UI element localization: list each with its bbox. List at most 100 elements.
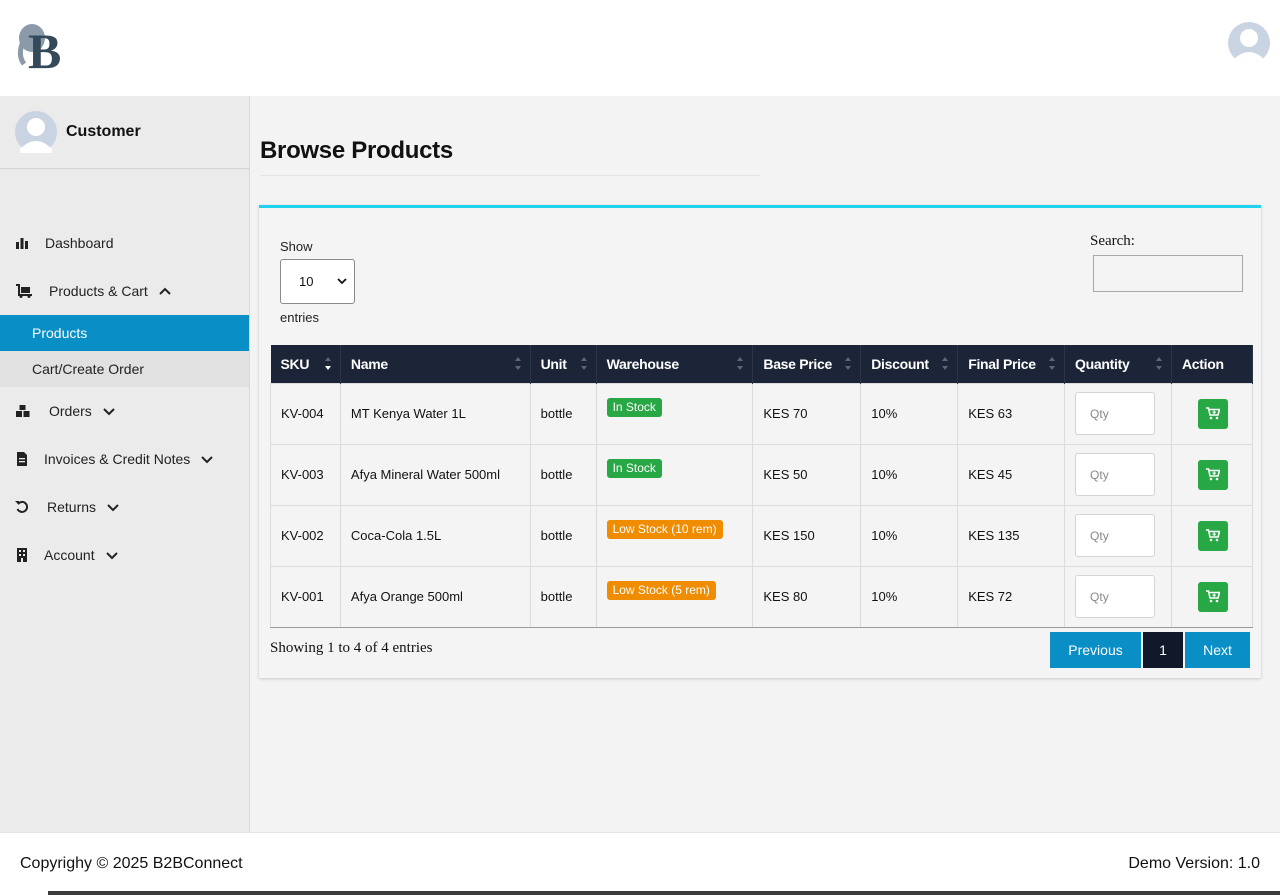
quantity-input[interactable]: Qty [1075, 575, 1156, 618]
cell-name: Afya Orange 500ml [339, 565, 531, 628]
sidebar-item-label: Dashboard [45, 235, 114, 251]
quantity-input[interactable]: Qty [1075, 453, 1156, 496]
title-divider [260, 175, 760, 176]
table-row: KV-002 Coca-Cola 1.5L bottle Low Stock (… [270, 504, 1253, 567]
chevron-down-icon [103, 408, 115, 416]
cell-warehouse: Low Stock (5 rem) [595, 565, 754, 628]
footer: Copyrighy © 2025 B2BConnect Demo Version… [0, 832, 1280, 895]
next-page-button[interactable]: Next [1185, 632, 1250, 668]
sidebar-subitem-cart-create-order[interactable]: Cart/Create Order [0, 351, 249, 387]
chevron-down-icon [201, 456, 214, 464]
footer-copyright: Copyrighy © 2025 B2BConnect [20, 855, 243, 872]
sidebar-item-label: Invoices & Credit Notes [44, 451, 191, 467]
cell-warehouse: In Stock [595, 382, 754, 445]
svg-text:B: B [28, 23, 61, 72]
page-title: Browse Products [260, 137, 453, 164]
table-row: KV-004 MT Kenya Water 1L bottle In Stock… [270, 382, 1253, 445]
add-to-cart-button[interactable] [1198, 398, 1228, 429]
quantity-input[interactable]: Qty [1075, 514, 1156, 557]
cell-sku: KV-001 [270, 565, 341, 628]
bar-chart-icon [16, 238, 28, 249]
search-input[interactable] [1093, 255, 1243, 292]
chevron-down-icon [107, 504, 119, 512]
show-label: Show [280, 239, 313, 254]
boxes-icon [16, 405, 30, 417]
table-row: KV-003 Afya Mineral Water 500ml bottle I… [270, 443, 1253, 506]
add-to-cart-button[interactable] [1198, 459, 1228, 490]
sidebar: Customer [0, 96, 250, 832]
sidebar-item-label: Returns [47, 499, 97, 515]
cell-discount: 10% [860, 565, 959, 628]
dolly-icon [16, 284, 32, 298]
column-header-discount[interactable]: Discount [860, 345, 959, 383]
cart-plus-icon [1206, 590, 1220, 603]
column-header-action: Action [1171, 345, 1253, 383]
previous-page-button[interactable]: Previous [1050, 632, 1141, 668]
chevron-up-icon [159, 287, 171, 295]
sidebar-item-label: Account [44, 547, 95, 563]
sidebar-item-dashboard[interactable]: Dashboard [0, 225, 249, 261]
cell-unit: bottle [529, 504, 597, 567]
entries-per-page-select[interactable]: 10 [280, 259, 355, 304]
sidebar-item-products-cart[interactable]: Products & Cart [0, 273, 249, 309]
cell-unit: bottle [529, 382, 597, 445]
column-header-name[interactable]: Name [340, 345, 531, 383]
cell-quantity: Qty [1064, 504, 1172, 567]
sort-icon [1049, 357, 1056, 370]
column-header-quantity[interactable]: Quantity [1064, 345, 1172, 383]
column-header-warehouse[interactable]: Warehouse [596, 345, 754, 383]
sidebar-item-label: Orders [49, 403, 92, 419]
column-header-base-price[interactable]: Base Price [752, 345, 862, 383]
cell-discount: 10% [860, 443, 959, 506]
status-badge: Low Stock (10 rem) [606, 520, 723, 539]
status-badge: In Stock [606, 459, 662, 478]
cell-unit: bottle [529, 443, 597, 506]
chevron-down-icon [337, 278, 347, 285]
cell-quantity: Qty [1064, 443, 1172, 506]
cell-unit: bottle [529, 565, 597, 628]
bottom-scroll-strip [48, 891, 1280, 895]
cell-base-price: KES 150 [752, 504, 862, 567]
cell-quantity: Qty [1064, 382, 1172, 445]
cell-base-price: KES 50 [752, 443, 862, 506]
cell-sku: KV-002 [270, 504, 341, 567]
cell-name: Coca-Cola 1.5L [339, 504, 531, 567]
search-label: Search: [1090, 233, 1135, 249]
cell-sku: KV-003 [270, 443, 341, 506]
cell-quantity: Qty [1064, 565, 1172, 628]
sidebar-subitem-label: Products [32, 325, 88, 341]
sort-icon [942, 357, 949, 370]
sidebar-item-returns[interactable]: Returns [0, 489, 249, 525]
sort-icon [1156, 357, 1162, 370]
footer-version: Demo Version: 1.0 [1128, 855, 1260, 872]
sidebar-subitem-label: Cart/Create Order [32, 361, 145, 377]
chevron-down-icon [105, 552, 118, 560]
cart-plus-icon [1206, 529, 1220, 542]
cell-base-price: KES 70 [752, 382, 862, 445]
add-to-cart-button[interactable] [1198, 581, 1228, 612]
add-to-cart-button[interactable] [1198, 520, 1228, 551]
status-badge: In Stock [606, 398, 662, 417]
sidebar-item-orders[interactable]: Orders [0, 393, 249, 429]
undo-icon [15, 500, 29, 513]
column-header-unit[interactable]: Unit [530, 345, 597, 383]
quantity-input[interactable]: Qty [1075, 392, 1156, 435]
sort-icon [580, 357, 587, 370]
sidebar-item-invoices[interactable]: Invoices & Credit Notes [0, 441, 249, 477]
sidebar-subitem-products[interactable]: Products [0, 315, 249, 351]
top-header: B [0, 0, 1280, 96]
products-table: SKU Name Unit Warehouse Base Price Disco… [270, 345, 1253, 628]
b2b-logo-icon[interactable]: B [14, 16, 70, 72]
user-avatar-icon[interactable] [1228, 22, 1270, 64]
sidebar-item-account[interactable]: Account [0, 537, 249, 573]
entries-label: entries [280, 310, 320, 325]
column-header-final-price[interactable]: Final Price [957, 345, 1066, 383]
status-badge: Low Stock (5 rem) [606, 581, 716, 600]
table-header-row: SKU Name Unit Warehouse Base Price Disco… [270, 345, 1253, 383]
cell-discount: 10% [860, 504, 959, 567]
cart-plus-icon [1206, 468, 1220, 481]
building-icon [17, 548, 27, 562]
page-1-button[interactable]: 1 [1143, 632, 1183, 668]
table-row: KV-001 Afya Orange 500ml bottle Low Stoc… [270, 565, 1253, 628]
column-header-sku[interactable]: SKU [270, 345, 341, 383]
